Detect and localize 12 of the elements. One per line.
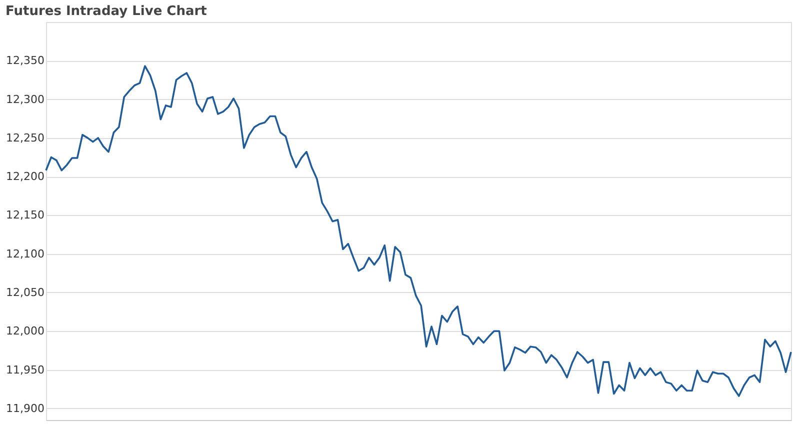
y-tick-label: 12,200 <box>6 170 44 184</box>
chart-title: Futures Intraday Live Chart <box>6 4 207 19</box>
y-tick-label: 12,050 <box>6 286 44 299</box>
y-tick-label: 12,100 <box>6 247 44 260</box>
y-tick-label: 11,900 <box>6 402 44 415</box>
y-tick-label: 12,350 <box>6 54 44 68</box>
y-tick-label: 12,250 <box>6 131 44 144</box>
line-series <box>45 65 792 397</box>
y-tick-label: 11,950 <box>6 363 44 376</box>
y-tick-label: 12,300 <box>6 92 44 106</box>
y-tick-label: 12,150 <box>6 208 44 222</box>
y-tick-label: 12,000 <box>6 324 44 338</box>
